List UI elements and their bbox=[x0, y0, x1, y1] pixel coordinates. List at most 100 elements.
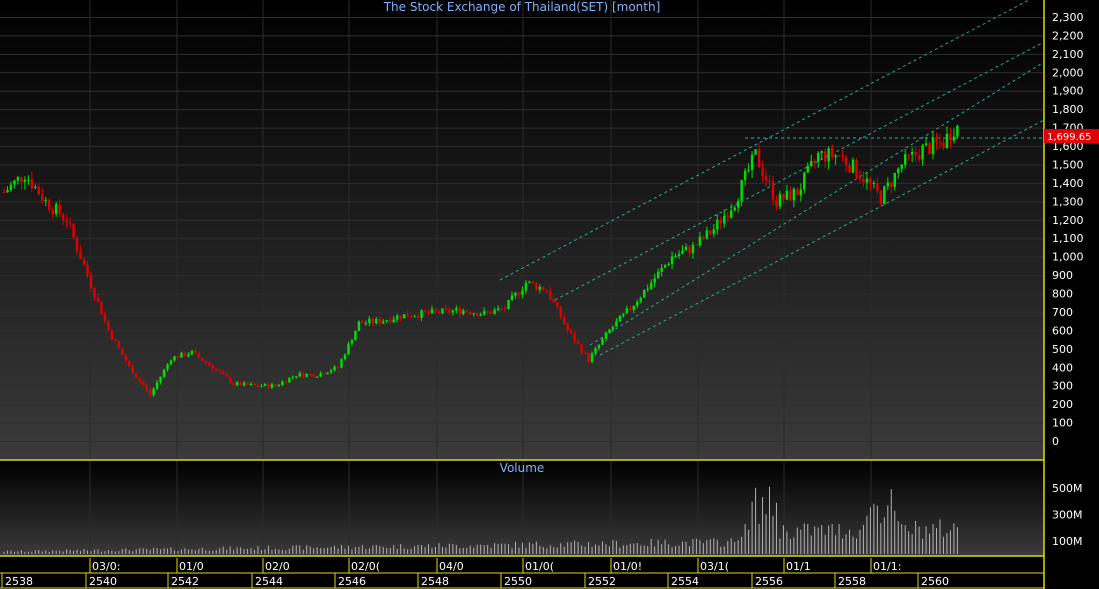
candle bbox=[114, 338, 117, 342]
candle bbox=[221, 369, 225, 375]
candle-body bbox=[747, 170, 750, 172]
candle bbox=[886, 177, 890, 191]
candle-body bbox=[305, 374, 308, 377]
candle bbox=[656, 268, 660, 279]
candle bbox=[176, 354, 180, 359]
candle bbox=[712, 224, 716, 238]
candle bbox=[677, 250, 681, 259]
candle bbox=[93, 287, 96, 301]
candle-body bbox=[336, 366, 340, 368]
candle-body bbox=[556, 302, 559, 307]
candle bbox=[260, 383, 263, 388]
candle bbox=[956, 124, 959, 140]
candle-body bbox=[406, 314, 409, 317]
candle-body bbox=[594, 348, 597, 354]
candle bbox=[496, 305, 500, 312]
candle-body bbox=[9, 184, 13, 190]
candle bbox=[347, 341, 350, 356]
candle-body bbox=[601, 338, 604, 345]
x-bottom-label: 2554 bbox=[671, 575, 699, 588]
candle bbox=[162, 368, 166, 379]
candle bbox=[291, 375, 295, 380]
candle bbox=[312, 373, 315, 378]
candle-body bbox=[117, 340, 121, 349]
candle bbox=[653, 273, 656, 288]
candle bbox=[862, 171, 865, 188]
candle-body bbox=[653, 278, 656, 283]
candle-body bbox=[364, 322, 368, 324]
candle bbox=[263, 383, 267, 387]
candle bbox=[145, 384, 148, 392]
candle-body bbox=[82, 259, 86, 265]
candle-body bbox=[197, 352, 201, 358]
candle-body bbox=[430, 309, 434, 314]
candle-body bbox=[221, 371, 225, 374]
candle bbox=[448, 306, 451, 315]
candle bbox=[733, 205, 736, 212]
candle-body bbox=[131, 366, 134, 374]
x-top-label: 01/0 bbox=[179, 560, 204, 573]
candle bbox=[371, 317, 375, 327]
candle-body bbox=[917, 155, 921, 160]
candle bbox=[517, 291, 521, 299]
candle bbox=[361, 319, 364, 324]
candle bbox=[928, 141, 931, 156]
candle bbox=[458, 305, 462, 318]
x-bottom-label: 2552 bbox=[588, 575, 616, 588]
candle-body bbox=[75, 237, 79, 251]
candle-body bbox=[736, 200, 740, 208]
candle-body bbox=[897, 168, 900, 173]
candle-body bbox=[921, 145, 924, 160]
candle-body bbox=[726, 215, 729, 218]
candle bbox=[51, 206, 54, 219]
candle-body bbox=[375, 318, 378, 324]
candle bbox=[469, 311, 472, 316]
candle bbox=[938, 133, 942, 150]
candle bbox=[308, 373, 312, 376]
candle bbox=[503, 305, 507, 312]
candle bbox=[169, 359, 173, 366]
candle bbox=[695, 244, 698, 246]
candle-body bbox=[869, 178, 872, 184]
candle bbox=[576, 338, 580, 345]
candle-body bbox=[608, 329, 611, 333]
candle-body bbox=[848, 165, 851, 173]
candle-body bbox=[65, 219, 68, 223]
trend-channel-line bbox=[499, 0, 1030, 281]
candle bbox=[636, 299, 639, 309]
candle bbox=[841, 149, 844, 162]
candle-body bbox=[757, 149, 761, 168]
candle bbox=[68, 217, 72, 229]
candle-body bbox=[493, 309, 496, 314]
candle-body bbox=[837, 155, 841, 157]
candle-body bbox=[531, 281, 535, 284]
candle bbox=[632, 305, 636, 314]
candle bbox=[935, 132, 938, 151]
candle-body bbox=[378, 318, 382, 324]
candle bbox=[465, 309, 468, 313]
candle-body bbox=[740, 180, 743, 201]
y-tick-label: 500 bbox=[1052, 343, 1073, 356]
candle-body bbox=[945, 133, 949, 148]
candle-body bbox=[514, 292, 517, 296]
candle bbox=[924, 136, 928, 146]
y-tick-label: 1,800 bbox=[1052, 103, 1084, 116]
candle-body bbox=[145, 385, 148, 390]
candle bbox=[413, 314, 416, 318]
candle-body bbox=[587, 353, 590, 362]
candle-body bbox=[935, 137, 938, 143]
candle bbox=[914, 146, 917, 163]
candle bbox=[674, 253, 677, 258]
candle-body bbox=[16, 177, 20, 181]
candle-body bbox=[298, 373, 301, 377]
candle-body bbox=[510, 295, 514, 301]
x-top-label: 01/0( bbox=[525, 560, 554, 573]
candle bbox=[218, 368, 221, 373]
candle-body bbox=[542, 286, 545, 291]
candle-body bbox=[13, 180, 16, 185]
candle-body bbox=[535, 283, 538, 290]
candle bbox=[27, 175, 30, 186]
candle-body bbox=[552, 298, 555, 303]
candle-body bbox=[267, 383, 270, 388]
candle bbox=[524, 280, 528, 294]
